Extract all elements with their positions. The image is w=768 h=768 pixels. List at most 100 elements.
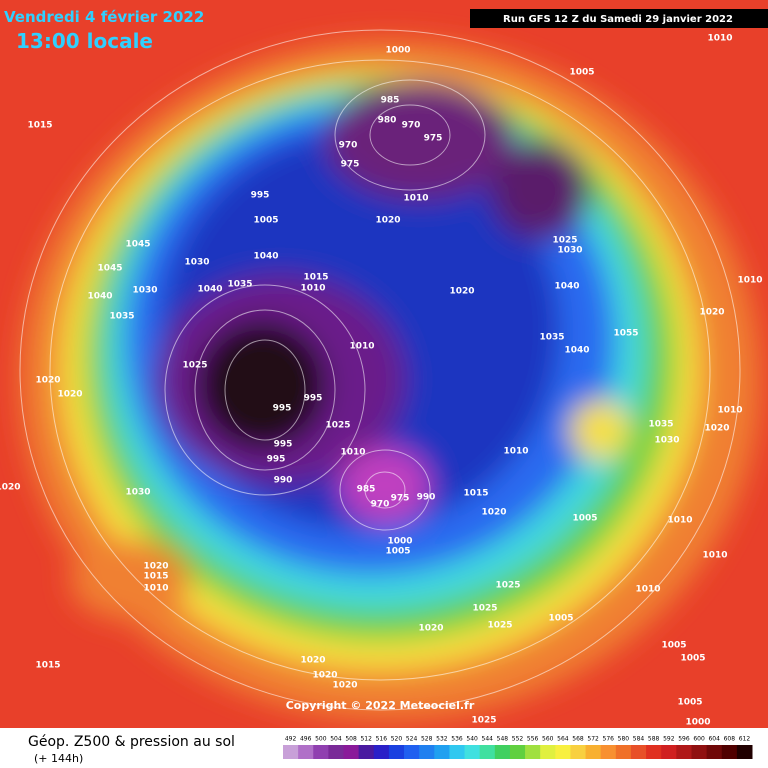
scale-swatch	[555, 745, 571, 759]
scale-swatch	[736, 745, 753, 759]
isobar-label: 1005	[385, 547, 410, 557]
isobar-label: 1055	[613, 329, 638, 339]
scale-swatch	[343, 745, 360, 759]
isobar-label: 1025	[552, 236, 577, 246]
isobar-label: 1035	[539, 333, 564, 343]
scale-label: 548	[497, 736, 509, 743]
scale-swatch	[600, 745, 617, 759]
scale-swatch	[721, 745, 738, 759]
isobar-label: 1030	[132, 286, 157, 296]
isobar-label: 990	[417, 493, 436, 503]
isobar-label: 1005	[661, 641, 686, 651]
isobar-label: 985	[357, 485, 376, 495]
map-background	[0, 0, 768, 728]
isobar-label: 975	[391, 494, 410, 504]
isobar-label: 1005	[253, 216, 278, 226]
isobar-label: 1035	[109, 312, 134, 322]
isobar-label: 1010	[143, 584, 168, 594]
isobar-label: 1020	[300, 656, 325, 666]
isobar-label: 1020	[481, 508, 506, 518]
run: Run GFS 12 Z du Samedi 29 janvier 2022	[503, 14, 733, 25]
isobar-label: 1005	[569, 68, 594, 78]
scale-label: 544	[482, 736, 494, 743]
scale-label: 516	[376, 736, 388, 743]
scale-swatch	[661, 745, 677, 759]
isobar-label: 1005	[548, 614, 573, 624]
isobar-label: 970	[371, 500, 390, 510]
scale-label: 604	[708, 736, 720, 743]
isobar-label: 1020	[332, 681, 357, 691]
scale-swatch	[464, 745, 481, 759]
scale-label: 584	[633, 736, 645, 743]
scale-swatch	[449, 745, 466, 759]
isobar-label: 1010	[737, 276, 762, 286]
scale-swatch	[283, 745, 299, 759]
scale-swatch	[388, 745, 405, 759]
footer-title: Géop. Z500 & pression au sol	[28, 734, 235, 750]
isobar-label: 1025	[182, 361, 207, 371]
isobar-label: 995	[251, 191, 270, 201]
copyright: Copyright © 2022 Meteociel.fr	[286, 699, 475, 712]
isobar-label: 1030	[184, 258, 209, 268]
isobar-label: 1010	[300, 284, 325, 294]
scale-label: 564	[557, 736, 569, 743]
isobar-label: 1035	[227, 280, 252, 290]
scale-swatch	[434, 745, 450, 759]
scale-label: 528	[421, 736, 433, 743]
scale-label: 560	[542, 736, 554, 743]
scale-swatch	[540, 745, 556, 759]
scale-label: 572	[587, 736, 599, 743]
scale-label: 576	[603, 736, 615, 743]
scale-label: 540	[466, 736, 478, 743]
scale-swatch	[585, 745, 602, 759]
scale-swatch	[494, 745, 511, 759]
isobar-label: 1010	[503, 447, 528, 457]
isobar-label: 1025	[487, 621, 512, 631]
isobar-label: 990	[274, 476, 293, 486]
isobar-label: 1005	[680, 654, 705, 664]
isobar-label: 1020	[449, 287, 474, 297]
isobar-label: 1040	[554, 282, 579, 292]
scale-swatch	[525, 745, 541, 759]
scale-label: 524	[406, 736, 418, 743]
scale-label: 592	[663, 736, 675, 743]
scale-label: 568	[572, 736, 584, 743]
isobar-label: 1000	[685, 718, 710, 728]
isobar-label: 1025	[495, 581, 520, 591]
isobar-label: 1010	[403, 194, 428, 204]
scale-swatch	[509, 745, 526, 759]
scale-label: 512	[360, 736, 372, 743]
isobar-label: 1020	[143, 562, 168, 572]
scale-label: 608	[724, 736, 736, 743]
isobar-label: 1000	[385, 46, 410, 56]
isobar-label: 1015	[143, 572, 168, 582]
isobar-label: 1020	[35, 376, 60, 386]
scale-label: 520	[391, 736, 403, 743]
scale-label: 492	[285, 736, 297, 743]
scale-swatch	[313, 745, 329, 759]
isobar-label: 1025	[472, 604, 497, 614]
scale-swatch	[419, 745, 435, 759]
scale-label: 556	[527, 736, 539, 743]
isobar-label: 975	[424, 134, 443, 144]
isobar-label: 995	[273, 404, 292, 414]
isobar-label: 1020	[699, 308, 724, 318]
scale-label: 532	[436, 736, 448, 743]
isobar-label: 1010	[717, 406, 742, 416]
isobar-label: 1020	[57, 390, 82, 400]
scale-label: 580	[618, 736, 630, 743]
scale-label: 552	[512, 736, 524, 743]
isobar-label: 1020	[375, 216, 400, 226]
isobar-label: 1010	[635, 585, 660, 595]
date: Vendredi 4 février 2022	[4, 8, 204, 26]
isobar-label: 1010	[667, 516, 692, 526]
lead-time: (+ 144h)	[34, 752, 83, 765]
scale-swatch	[630, 745, 647, 759]
isobar-label: 1025	[471, 716, 496, 726]
isobar-label: 1040	[197, 285, 222, 295]
scale-swatch	[479, 745, 496, 759]
isobar-label: 995	[274, 440, 293, 450]
scale-label: 596	[678, 736, 690, 743]
isobar-label: 1040	[87, 292, 112, 302]
